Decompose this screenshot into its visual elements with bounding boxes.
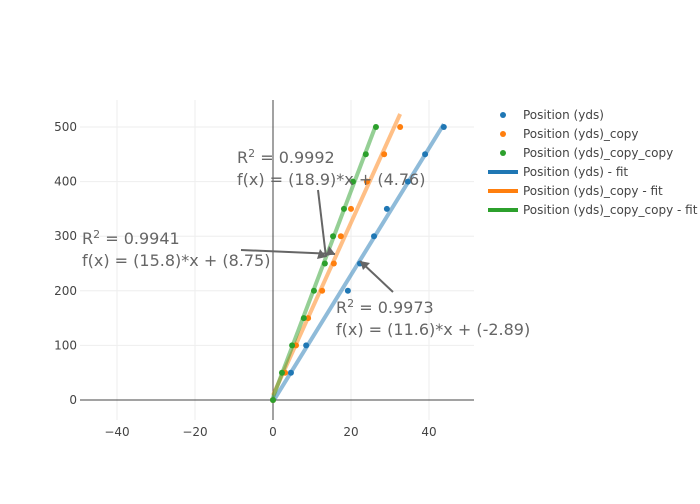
legend-label: Position (yds)_copy - fit bbox=[523, 184, 663, 198]
data-point bbox=[372, 124, 379, 130]
annotation-formula: f(x) = (15.8)*x + (8.75) bbox=[82, 251, 270, 270]
legend-marker-icon bbox=[500, 150, 506, 156]
annotation-arrow bbox=[317, 189, 327, 258]
data-point bbox=[287, 369, 294, 376]
data-point bbox=[330, 233, 337, 240]
data-point bbox=[371, 233, 378, 240]
legend-item[interactable]: Position (yds)_copy_copy - fit bbox=[488, 203, 698, 217]
y-tick-label: 200 bbox=[54, 284, 77, 298]
x-tick-label: 40 bbox=[421, 425, 436, 439]
data-point bbox=[270, 397, 276, 403]
data-point bbox=[300, 315, 307, 322]
data-point bbox=[440, 124, 447, 130]
data-point bbox=[337, 233, 344, 240]
data-point bbox=[422, 151, 429, 158]
y-tick-label: 100 bbox=[54, 338, 77, 352]
y-tick-label: 300 bbox=[54, 229, 77, 243]
legend-label: Position (yds) - fit bbox=[523, 165, 628, 179]
legend-label: Position (yds)_copy_copy bbox=[523, 146, 673, 160]
data-point bbox=[344, 287, 351, 294]
legend-item[interactable]: Position (yds)_copy bbox=[500, 127, 639, 141]
arrow-head bbox=[360, 261, 370, 270]
annotation-r2: R2 = 0.9941 bbox=[82, 228, 180, 248]
data-point bbox=[397, 124, 404, 130]
data-point bbox=[340, 205, 347, 212]
y-tick-label: 500 bbox=[54, 120, 77, 134]
legend-label: Position (yds)_copy_copy - fit bbox=[523, 203, 698, 217]
data-point bbox=[381, 151, 388, 158]
data-point bbox=[305, 315, 312, 322]
r2-value: = 0.9992 bbox=[255, 148, 335, 167]
data-point bbox=[383, 205, 390, 212]
r2-sup: 2 bbox=[93, 228, 100, 241]
legend-marker-icon bbox=[500, 131, 506, 137]
data-point bbox=[349, 178, 356, 185]
legend-label: Position (yds)_copy bbox=[523, 127, 639, 141]
r2-value: = 0.9941 bbox=[100, 229, 180, 248]
y-tick-label: 400 bbox=[54, 175, 77, 189]
x-tick-label: −20 bbox=[182, 425, 207, 439]
fit-line bbox=[271, 113, 402, 397]
annotation-arrow bbox=[240, 249, 336, 255]
x-tick-label: 0 bbox=[269, 425, 277, 439]
r2-value: = 0.9973 bbox=[354, 298, 434, 317]
y-tick-label: 0 bbox=[69, 393, 77, 407]
arrow-head bbox=[326, 246, 335, 256]
data-point bbox=[404, 178, 411, 185]
r2-label: R bbox=[336, 298, 347, 317]
data-point bbox=[278, 369, 285, 376]
data-point bbox=[319, 287, 326, 294]
annotation-formula: f(x) = (11.6)*x + (-2.89) bbox=[336, 320, 530, 339]
data-point bbox=[321, 260, 328, 267]
legend-item[interactable]: Position (yds) - fit bbox=[488, 165, 628, 179]
legend-label: Position (yds) bbox=[523, 108, 604, 122]
data-point bbox=[362, 151, 369, 158]
x-tick-label: −40 bbox=[104, 425, 129, 439]
legend-marker-icon bbox=[500, 112, 506, 118]
data-point bbox=[303, 342, 310, 349]
annotation-formula: f(x) = (18.9)*x + (4.76) bbox=[237, 170, 425, 189]
data-point bbox=[348, 205, 354, 212]
legend-item[interactable]: Position (yds)_copy_copy bbox=[500, 146, 673, 160]
data-point bbox=[363, 178, 370, 185]
r2-label: R bbox=[82, 229, 93, 248]
r2-sup: 2 bbox=[248, 147, 255, 160]
legend-item[interactable]: Position (yds) bbox=[500, 108, 604, 122]
r2-sup: 2 bbox=[347, 297, 354, 310]
annotation-r2: R2 = 0.9973 bbox=[336, 297, 434, 317]
annotation-r2: R2 = 0.9992 bbox=[237, 147, 335, 167]
data-point bbox=[310, 287, 317, 294]
data-point bbox=[289, 342, 296, 349]
legend-item[interactable]: Position (yds)_copy - fit bbox=[488, 184, 663, 198]
data-point bbox=[330, 260, 337, 267]
r2-label: R bbox=[237, 148, 248, 167]
x-tick-label: 20 bbox=[343, 425, 358, 439]
